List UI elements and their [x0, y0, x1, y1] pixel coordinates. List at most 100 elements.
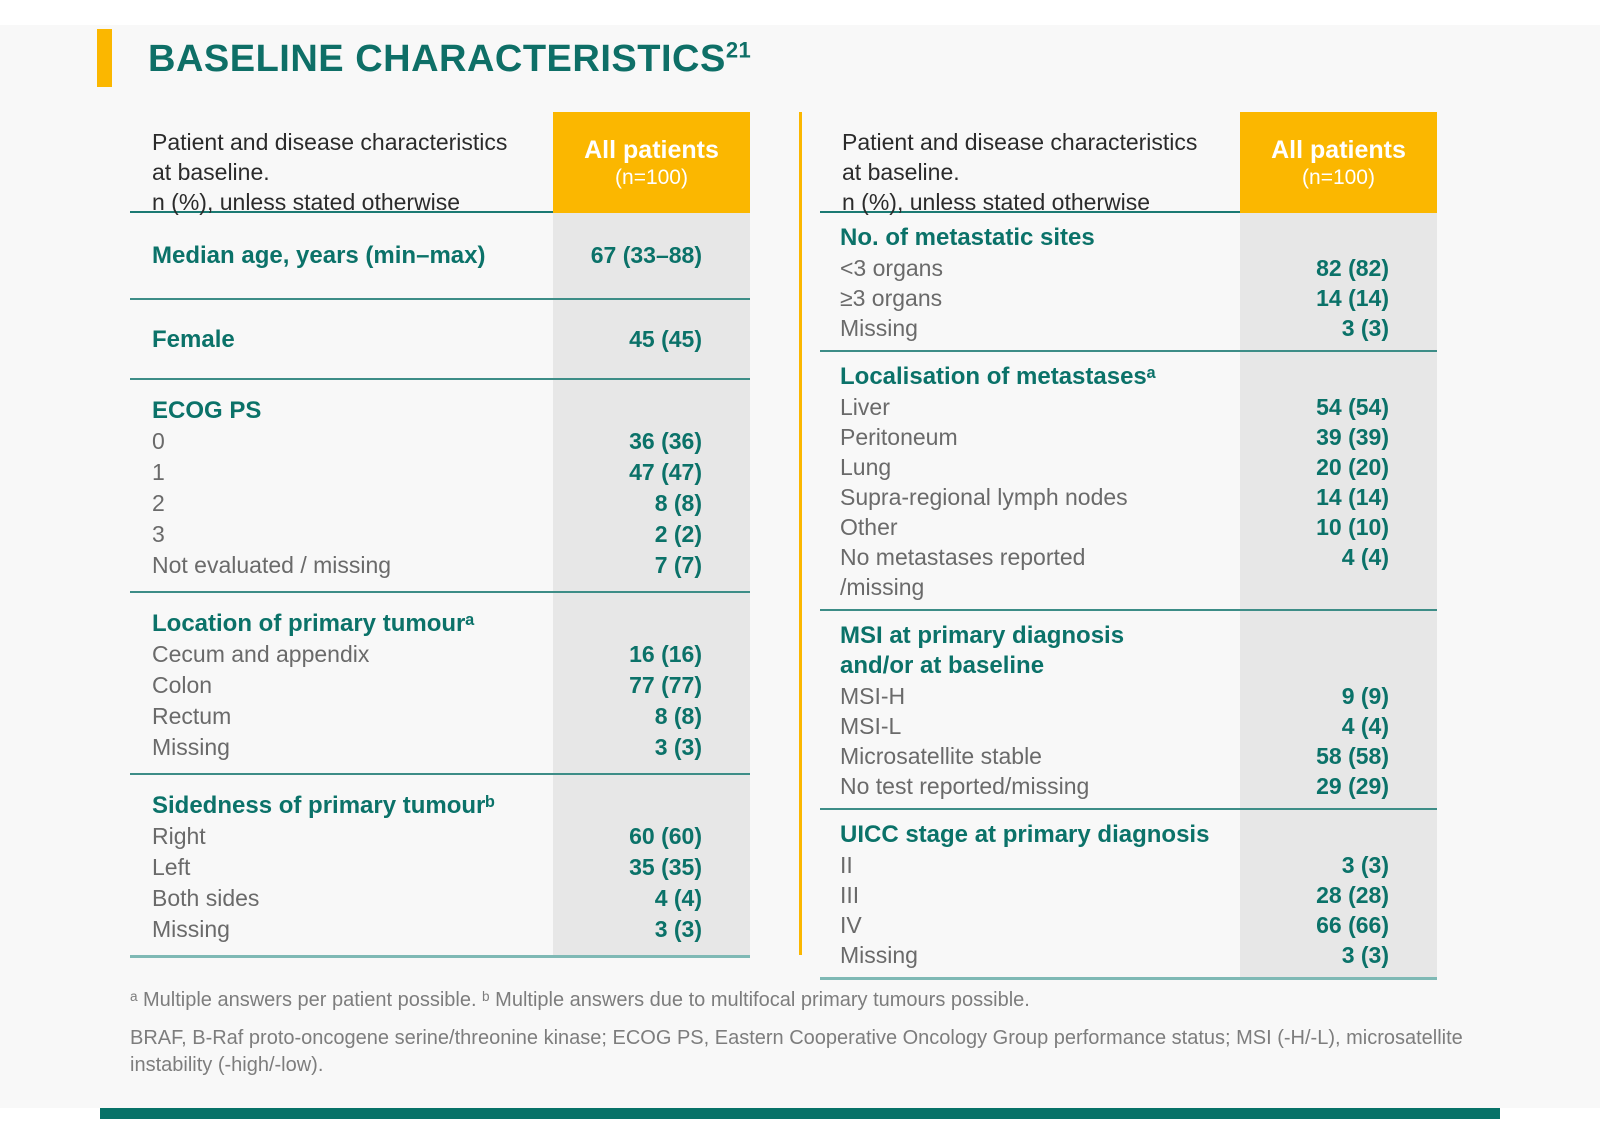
table-header-label-line: n (%), unless stated otherwise [842, 189, 1151, 215]
row-value: 20 (20) [1316, 454, 1389, 480]
row-label: Right [152, 823, 206, 849]
table-section: No. of metastatic sites <3 organs ≥3 organ… [820, 213, 1437, 352]
section-value-column: 45 (45) [553, 300, 750, 378]
row-label: Supra-regional lymph nodes [840, 484, 1128, 510]
row-label: Peritoneum [840, 424, 958, 450]
row-value: 4 (4) [1341, 544, 1389, 570]
row-label: IV [840, 912, 862, 938]
row-label: MSI-H [840, 683, 906, 709]
section-header: UICC stage at primary diagnosis [840, 821, 1210, 848]
table-section: UICC stage at primary diagnosis II III IV Mi… [820, 810, 1437, 980]
row-label: No test reported/missing [840, 773, 1090, 799]
row-label: II [840, 852, 853, 878]
footnote-abbreviations: BRAF, B-Raf proto-oncogene serine/threon… [130, 1027, 1463, 1076]
section-value-column: 36 (36) 47 (47) 8 (8) 2 (2) 7 (7) [553, 380, 750, 591]
row-value: 14 (14) [1316, 285, 1389, 311]
row-value: 82 (82) [1316, 255, 1389, 281]
row-value: 66 (66) [1316, 912, 1389, 938]
row-value: 9 (9) [1341, 683, 1389, 709]
all-patients-header-cell: All patients (n=100) [553, 112, 750, 213]
section-value-column: 60 (60) 35 (35) 4 (4) 3 (3) [553, 775, 750, 955]
bottom-accent-bar [100, 1108, 1500, 1119]
baseline-table-left: Patient and disease characteristics at ba… [130, 112, 750, 958]
row-value: 16 (16) [629, 641, 702, 667]
section-label-column: ECOG PS 0 1 2 3 Not evaluated / missing [130, 380, 553, 591]
all-patients-label: All patients [584, 135, 719, 164]
n-count-label: (n=100) [615, 165, 688, 189]
row-label: Missing [152, 916, 230, 942]
row-label: No metastases reported /missing [840, 544, 1086, 600]
table-header-label-line: n (%), unless stated otherwise [152, 189, 461, 215]
section-header: MSI at primary diagnosis [840, 622, 1125, 649]
section-value-column: 82 (82) 14 (14) 3 (3) [1240, 213, 1437, 350]
table-section: Localisation of metastasesᵃ Liver Peritone… [820, 352, 1437, 611]
row-label: Not evaluated / missing [152, 552, 392, 578]
row-value: 4 (4) [1341, 713, 1389, 739]
value-spacer [1240, 223, 1389, 253]
row-value: 8 (8) [654, 703, 702, 729]
value-spacer [553, 790, 702, 821]
slide-background: BASELINE CHARACTERISTICS21 Patient and d… [0, 25, 1600, 1108]
row-label: 3 [152, 521, 165, 547]
row-label: Female [152, 325, 235, 353]
row-label: ≥3 organs [840, 285, 943, 311]
table-section: MSI at primary diagnosis and/or at baseli… [820, 611, 1437, 810]
value-spacer [553, 395, 702, 426]
table-header-label: Patient and disease characteristics at ba… [130, 112, 553, 215]
row-value: 36 (36) [629, 428, 702, 454]
table-header-label-line: Patient and disease characteristics [842, 129, 1198, 155]
row-value: 77 (77) [629, 672, 702, 698]
row-value: 67 (33–88) [590, 242, 702, 268]
section-value-column: 3 (3) 28 (28) 66 (66) 3 (3) [1240, 810, 1437, 977]
section-value-column: 67 (33–88) [553, 213, 750, 298]
row-label: Both sides [152, 885, 260, 911]
table-header-label-line: Patient and disease characteristics [152, 129, 508, 155]
row-value: 60 (60) [629, 823, 702, 849]
row-value: 39 (39) [1316, 424, 1389, 450]
section-header: ECOG PS [152, 397, 262, 424]
row-label: Cecum and appendix [152, 641, 370, 667]
row-label: Left [152, 854, 191, 880]
row-label: Median age, years (min–max) [152, 242, 486, 269]
baseline-table-right: Patient and disease characteristics at ba… [820, 112, 1437, 980]
row-label: Rectum [152, 703, 232, 729]
page-title-text: BASELINE CHARACTERISTICS [148, 38, 726, 80]
table-divider-line [799, 112, 802, 955]
table-header-label-line: at baseline. [842, 159, 960, 185]
table-header: Patient and disease characteristics at ba… [820, 112, 1437, 215]
row-value: 54 (54) [1316, 394, 1389, 420]
section-header: Localisation of metastasesᵃ [840, 363, 1156, 390]
section-label-column: No. of metastatic sites <3 organs ≥3 organ… [820, 213, 1240, 350]
row-label: 1 [152, 459, 165, 485]
row-value: 4 (4) [654, 885, 702, 911]
table-section: Sidedness of primary tumourᵇ Right Left Bot… [130, 775, 750, 958]
row-label: Missing [840, 942, 918, 968]
row-value: 3 (3) [654, 916, 702, 942]
row-label: Colon [152, 672, 213, 698]
row-label: Microsatellite stable [840, 743, 1042, 769]
row-value: 2 (2) [654, 521, 702, 547]
row-value: 45 (45) [629, 325, 702, 352]
row-value: 8 (8) [654, 490, 702, 516]
all-patients-label: All patients [1271, 135, 1406, 164]
row-value: 28 (28) [1316, 882, 1389, 908]
n-count-label: (n=100) [1302, 165, 1375, 189]
section-label-column: Female [130, 300, 553, 378]
all-patients-header-cell: All patients (n=100) [1240, 112, 1437, 213]
table-section: ECOG PS 0 1 2 3 Not evaluated / missing 36 (36… [130, 380, 750, 593]
table-section: Location of primary tumourᵃ Cecum and app… [130, 593, 750, 775]
row-value: 3 (3) [1341, 852, 1389, 878]
table-header: Patient and disease characteristics at ba… [130, 112, 750, 215]
row-label: 2 [152, 490, 165, 516]
row-label: Other [840, 514, 898, 540]
section-label-column: Location of primary tumourᵃ Cecum and app… [130, 593, 553, 773]
section-label-column: Localisation of metastasesᵃ Liver Peritone… [820, 352, 1240, 609]
section-label-column: Sidedness of primary tumourᵇ Right Left Bot… [130, 775, 553, 955]
section-header: Sidedness of primary tumourᵇ [152, 792, 495, 819]
table-header-label: Patient and disease characteristics at ba… [820, 112, 1240, 215]
row-value: 35 (35) [629, 854, 702, 880]
page-title: BASELINE CHARACTERISTICS21 [148, 38, 751, 81]
row-value: 14 (14) [1316, 484, 1389, 510]
row-label: MSI-L [840, 713, 902, 739]
